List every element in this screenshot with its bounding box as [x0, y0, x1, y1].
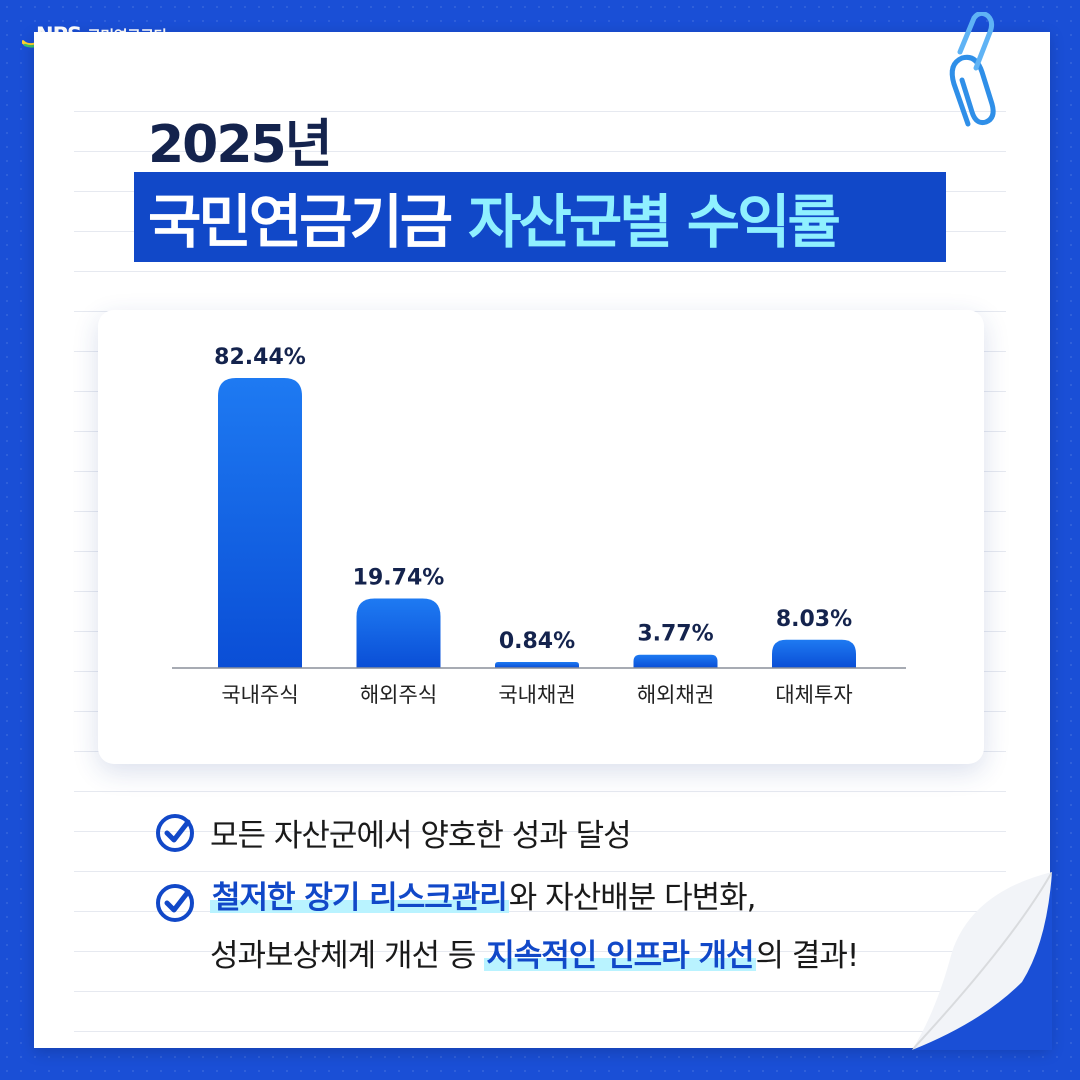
- category-label-1: 해외주식: [360, 683, 437, 707]
- bullet-1: 모든 자산군에서 양호한 성과 달성: [154, 810, 632, 855]
- category-label-4: 대체투자: [775, 683, 852, 707]
- value-label-0: 82.44%: [214, 345, 306, 370]
- value-label-1: 19.74%: [353, 566, 445, 591]
- value-label-4: 8.03%: [776, 607, 852, 632]
- bar-4: [772, 639, 856, 668]
- category-label-0: 국내주식: [221, 683, 298, 707]
- category-label-2: 국내채권: [498, 683, 575, 707]
- bullet-2-line-2-start: 성과보상체계 개선 등: [210, 938, 485, 974]
- bar-1: [356, 598, 441, 668]
- category-label-3: 해외채권: [637, 683, 714, 707]
- paperclip-icon: [949, 12, 996, 127]
- highlight-risk-management: 철저한 장기 리스크관리: [210, 880, 509, 916]
- check-circle-icon: [156, 884, 194, 922]
- highlight-infra-improvement: 지속적인 인프라 개선: [484, 938, 756, 974]
- bullet-1-text: 모든 자산군에서 양호한 성과 달성: [210, 818, 632, 854]
- bullet-2-line-2-end: 의 결과!: [755, 938, 860, 974]
- page-title: 국민연금기금 자산군별 수익률: [148, 178, 841, 256]
- value-label-3: 3.77%: [637, 622, 713, 647]
- check-circle-icon: [156, 814, 194, 852]
- bullet-2-line-2: 성과보상체계 개선 등 지속적인 인프라 개선의 결과!: [210, 927, 860, 985]
- page-curl: [912, 872, 1052, 1050]
- value-label-2: 0.84%: [499, 629, 575, 654]
- title-part-1: 국민연금기금: [148, 188, 453, 256]
- bar-2: [495, 662, 579, 668]
- title-part-2: 자산군별 수익률: [468, 188, 841, 256]
- bullet-2-line-1: 철저한 장기 리스크관리와 자산배분 다변화,: [210, 869, 858, 927]
- bullet-2-line-1-rest: 와 자산배분 다변화,: [508, 880, 757, 916]
- bullet-2: 철저한 장기 리스크관리와 자산배분 다변화, 성과보상체계 개선 등 지속적인…: [154, 880, 859, 985]
- bar-chart: 82.44% 국내주식 19.74% 해외주식 0.84% 국내채권 3.77% 해외채권 8.…: [172, 345, 906, 707]
- year-heading: 2025년: [148, 115, 333, 175]
- title-band: [134, 172, 946, 262]
- bar-3: [633, 654, 718, 668]
- chart-card: 82.44% 국내주식 19.74% 해외주식 0.84% 국내채권 3.77% 해외채권 8.…: [98, 310, 984, 764]
- bullet-2-text: 철저한 장기 리스크관리와 자산배분 다변화, 성과보상체계 개선 등 지속적인…: [210, 869, 860, 985]
- bar-0: [218, 378, 302, 668]
